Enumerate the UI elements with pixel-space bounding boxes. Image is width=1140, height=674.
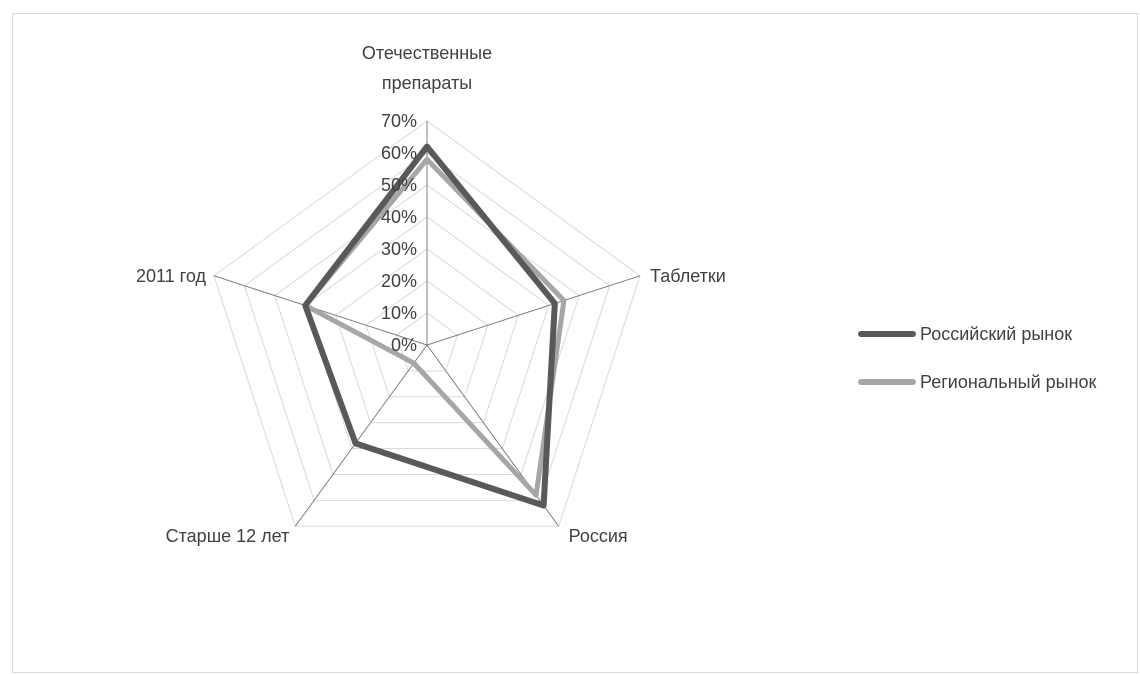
tick-label: 0% xyxy=(391,335,417,355)
chart-area: 0% 10% 20% 30% 40% 50% 60% 70% Отечественные преп… xyxy=(12,13,1138,673)
legend-label-russian-market: Российский рынок xyxy=(920,323,1073,344)
tick-label: 50% xyxy=(381,175,417,195)
category-label: Старше 12 лет xyxy=(166,526,290,546)
radar-chart: 0% 10% 20% 30% 40% 50% 60% 70% Отечественные преп… xyxy=(136,43,726,546)
axis-spoke xyxy=(426,344,560,527)
tick-label: 30% xyxy=(381,239,417,259)
grid-ring xyxy=(274,184,580,475)
tick-label: 20% xyxy=(381,271,417,291)
axis-spoke xyxy=(294,344,428,527)
tick-label: 60% xyxy=(381,143,417,163)
axis-spoke xyxy=(213,275,428,346)
grid-ring xyxy=(213,120,641,527)
tick-label: 70% xyxy=(381,111,417,131)
legend-item-regional-market: Региональный рынок xyxy=(858,370,1096,394)
legend: Российский рынок Региональный рынок xyxy=(858,322,1096,418)
grid-ring xyxy=(335,248,519,424)
legend-swatch-regional-market xyxy=(858,379,916,385)
category-label: 2011 год xyxy=(136,266,206,286)
category-label: препараты xyxy=(382,73,472,93)
tick-label: 40% xyxy=(381,207,417,227)
axis-spoke xyxy=(426,275,641,346)
category-label: Россия xyxy=(569,526,628,546)
legend-label-regional-market: Региональный рынок xyxy=(920,371,1097,392)
tick-label: 10% xyxy=(381,303,417,323)
category-label: Отечественные xyxy=(362,43,492,63)
series-russian-market xyxy=(302,143,558,509)
grid-ring xyxy=(304,216,550,450)
grid-ring xyxy=(395,312,459,372)
legend-item-russian-market: Российский рынок xyxy=(858,322,1096,346)
grid-ring xyxy=(365,280,489,398)
grid-ring xyxy=(243,152,611,501)
legend-swatch-russian-market xyxy=(858,331,916,337)
series-regional-market xyxy=(302,156,567,498)
category-label: Таблетки xyxy=(650,266,726,286)
